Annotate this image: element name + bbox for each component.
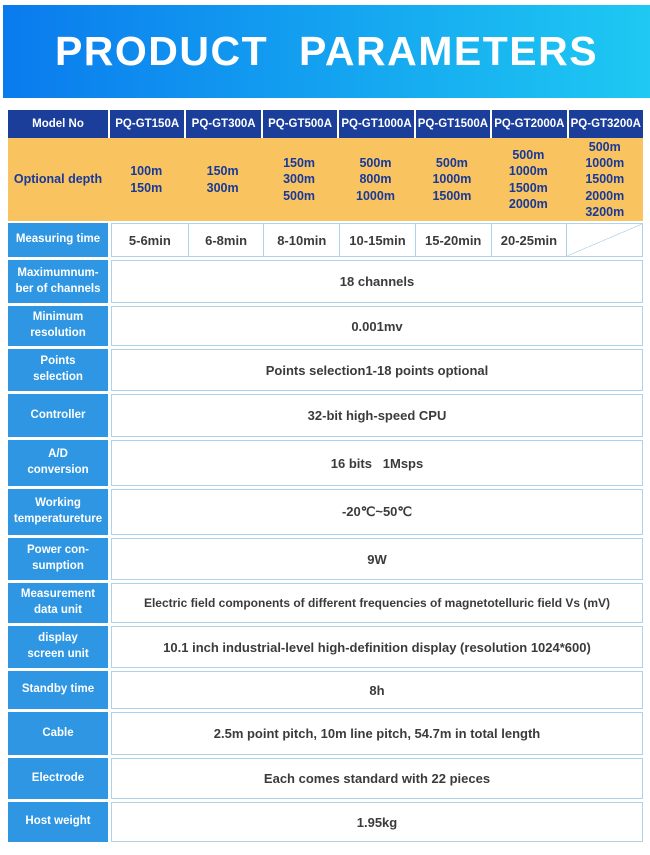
spec-row-electrode: Electrode Each comes standard with 22 pi… (8, 758, 643, 799)
model-header-row: Model No PQ-GT150A PQ-GT300A PQ-GT500A P… (8, 110, 643, 138)
depth-cell: 500m 1000m 1500m 2000m 3200m (585, 139, 625, 219)
spec-label: Measurement data unit (8, 583, 108, 623)
spec-row-ad-conversion: A/D conversion 16 bits 1Msps (8, 440, 643, 486)
depth-cell: 100m 150m (130, 164, 163, 195)
model-cell: PQ-GT300A (186, 110, 261, 138)
not-applicable-diagonal-cell (566, 224, 642, 256)
spec-row-standby-time: Standby time 8h (8, 671, 643, 709)
depth-row-label: Optional depth (13, 172, 103, 187)
model-cell: PQ-GT500A (262, 110, 338, 138)
product-spec-table: Model No PQ-GT150A PQ-GT300A PQ-GT500A P… (8, 110, 643, 842)
spec-row-cable: Cable 2.5m point pitch, 10m line pitch, … (8, 712, 643, 755)
time-cell: 8-10min (263, 224, 339, 256)
spec-value: Points selection1-18 points optional (111, 349, 643, 391)
spec-value: 18 channels (111, 260, 643, 303)
spec-row-host-weight: Host weight 1.95kg (8, 802, 643, 842)
model-cell: PQ-GT2000A (492, 110, 567, 138)
page-title: PRODUCT PARAMETERS (54, 28, 599, 74)
spec-row-measurement-data-unit: Measurement data unit Electric field com… (8, 583, 643, 623)
model-cell: PQ-GT1500A (415, 110, 491, 138)
spec-label: display screen unit (8, 626, 108, 668)
time-cell: 5-6min (128, 232, 171, 248)
measuring-time-label: Measuring time (8, 223, 108, 257)
optional-depth-row: Optional depth 100m 150m 150m 300m 150m … (8, 138, 643, 221)
spec-label: Working temperatureture (8, 489, 108, 535)
spec-value: 1.95kg (111, 802, 643, 842)
spec-label: Maximumnum- ber of channels (8, 260, 108, 303)
product-parameters-banner: PRODUCT PARAMETERS (3, 5, 650, 98)
spec-value: 8h (111, 671, 643, 709)
depth-cell: 500m 1000m 1500m (432, 156, 472, 203)
spec-value: 32-bit high-speed CPU (111, 394, 643, 437)
spec-label: Controller (8, 394, 108, 437)
spec-value: 0.001mv (111, 306, 643, 346)
spec-value: -20℃~50℃ (111, 489, 643, 535)
time-cell: 15-20min (414, 224, 491, 256)
spec-label: Standby time (8, 671, 108, 709)
time-cell: 6-8min (187, 224, 264, 256)
depth-cell: 500m 800m 1000m (356, 156, 395, 203)
spec-value: 9W (111, 538, 643, 580)
spec-label: Minimum resolution (8, 306, 108, 346)
spec-row-display-screen: display screen unit 10.1 inch industrial… (8, 626, 643, 668)
spec-row-working-temperature: Working temperatureture -20℃~50℃ (8, 489, 643, 535)
model-cell: PQ-GT1000A (339, 110, 414, 138)
spec-value: Each comes standard with 22 pieces (111, 758, 643, 799)
spec-label: Power con- sumption (8, 538, 108, 580)
spec-value: 2.5m point pitch, 10m line pitch, 54.7m … (111, 712, 643, 755)
measuring-time-values: 5-6min 6-8min 8-10min 10-15min 15-20min … (111, 223, 643, 257)
depth-cell: 150m 300m 500m (283, 156, 316, 203)
spec-row-power-consumption: Power con- sumption 9W (8, 538, 643, 580)
spec-value: 16 bits 1Msps (111, 440, 643, 486)
model-row-label: Model No (8, 110, 108, 138)
model-cell: PQ-GT3200A (568, 110, 643, 138)
spec-label: Cable (8, 712, 108, 755)
spec-label: Host weight (8, 802, 108, 842)
model-cell: PQ-GT150A (110, 110, 185, 138)
spec-row-channels: Maximumnum- ber of channels 18 channels (8, 260, 643, 303)
spec-label: A/D conversion (8, 440, 108, 486)
spec-label: Points selection (8, 349, 108, 391)
time-cell: 10-15min (339, 224, 415, 256)
depth-cell: 500m 1000m 1500m 2000m (508, 148, 548, 211)
depth-cell: 150m 300m (206, 164, 239, 195)
spec-row-min-resolution: Minimum resolution 0.001mv (8, 306, 643, 346)
spec-row-points-selection: Points selection Points selection1-18 po… (8, 349, 643, 391)
spec-label: Electrode (8, 758, 108, 799)
spec-value: Electric field components of different f… (111, 583, 643, 623)
time-cell: 20-25min (490, 224, 567, 256)
spec-row-controller: Controller 32-bit high-speed CPU (8, 394, 643, 437)
measuring-time-row: Measuring time 5-6min 6-8min 8-10min 10-… (8, 223, 643, 257)
spec-value: 10.1 inch industrial-level high-definiti… (111, 626, 643, 668)
